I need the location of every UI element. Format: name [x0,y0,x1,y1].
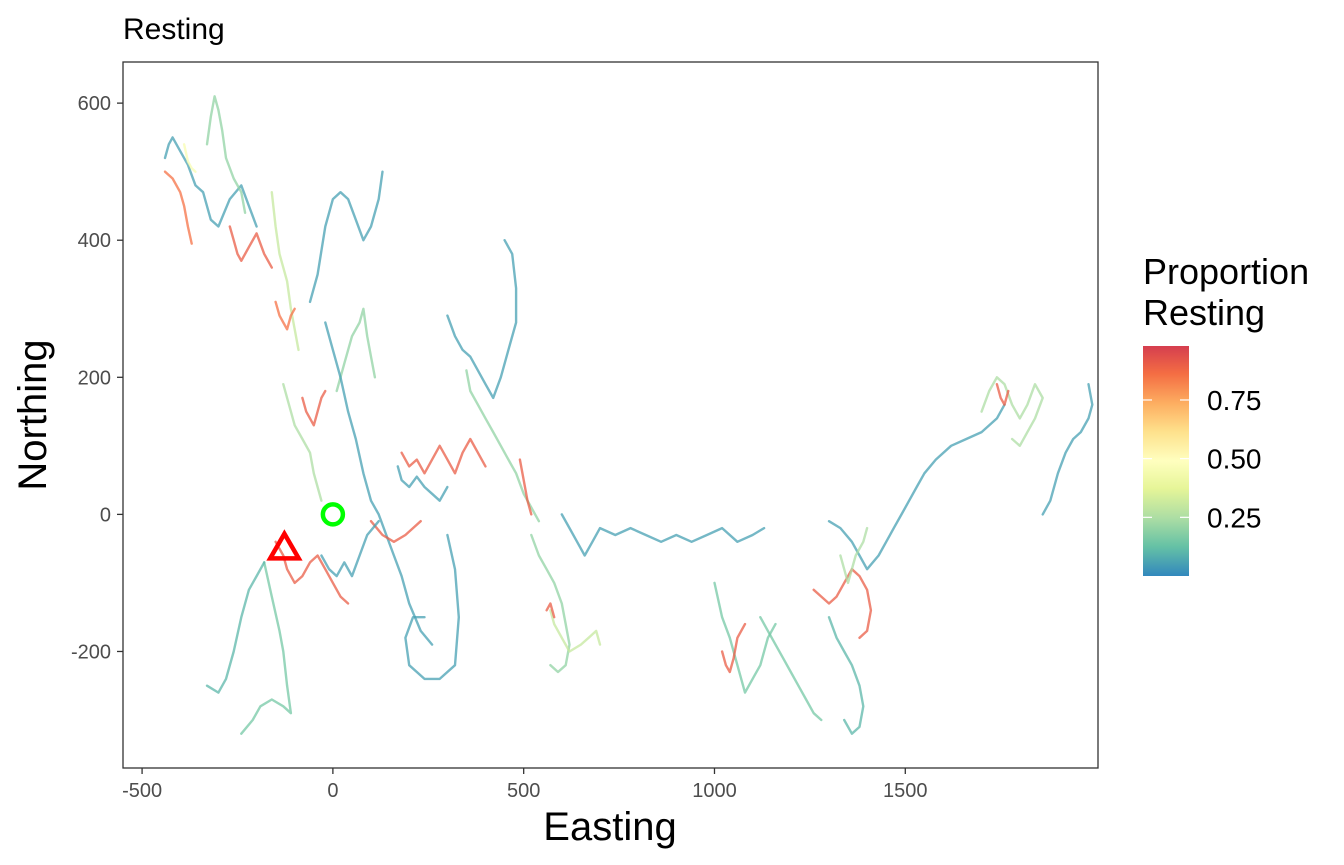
track-segment-26 [545,602,556,619]
legend-colorbar [1143,346,1189,576]
track-segment-30 [759,616,823,722]
track-segment-17 [518,458,533,516]
track-segment-8 [274,300,296,331]
track-segment-35 [980,376,1044,447]
track-segment-9 [282,383,323,502]
track-segment-34 [839,526,869,585]
track-segment-24 [530,533,571,674]
marker-group [266,502,346,561]
x-tick-label: -500 [122,780,162,802]
legend-ticks: 0.25 0.50 0.75 [1143,385,1262,533]
track-segment-4 [182,143,197,173]
legend-label: 0.50 [1207,444,1262,475]
track-segment-15 [446,239,518,400]
track-segment-20 [205,561,266,694]
plot-panel [122,61,1099,769]
x-axis: -500 0 500 1000 1500 [122,768,928,802]
track-segment-29 [720,622,747,674]
x-tick-label: 500 [507,780,540,802]
track-segment-5 [228,225,273,269]
legend-label: 0.75 [1207,385,1262,416]
y-tick-label: 0 [100,504,111,526]
track-segment-6 [308,170,384,304]
track-segment-25 [549,609,602,653]
y-tick-label: -200 [71,641,111,663]
track-segment-13 [400,437,487,475]
track-segment-22 [320,520,380,578]
y-tick-label: 400 [78,230,111,252]
track-segment-36 [995,383,1010,406]
track-segment-37 [1041,383,1094,516]
track-segment-3 [205,95,247,214]
track-segment-28 [713,581,777,694]
y-tick-label: 200 [78,367,111,389]
x-tick-label: 0 [327,780,338,802]
chart-title: Resting [123,13,225,46]
track-segment-21 [274,540,350,605]
x-axis-title: Easting [543,805,676,849]
track-segment-19 [240,561,293,735]
track-segment-33 [827,616,865,735]
track-segment-7 [270,191,300,352]
track-segment-23 [404,533,460,681]
x-tick-label: 1500 [883,780,928,802]
legend-title-line-1: Proportion [1143,251,1309,292]
y-axis-title: Northing [11,339,55,490]
track-segment-14 [396,465,449,502]
x-tick-label: 1000 [692,780,737,802]
track-segment-18 [369,520,422,543]
legend-title-line-2: Resting [1143,292,1265,333]
track-segment-12 [324,321,434,646]
track-segment-2 [163,170,193,245]
track-series-group [163,95,1094,735]
legend: Proportion Resting 0.25 0.50 0.75 [1143,251,1309,576]
track-segment-27 [560,513,766,557]
track-segment-11 [335,307,377,393]
track-segment-10 [301,389,327,427]
y-tick-label: 600 [78,93,111,115]
origin-marker-circle [320,502,346,527]
start-marker-triangle [266,529,303,561]
y-axis: -200 0 200 400 600 [71,93,123,663]
legend-label: 0.25 [1207,502,1262,533]
track-segment-1 [163,136,258,228]
